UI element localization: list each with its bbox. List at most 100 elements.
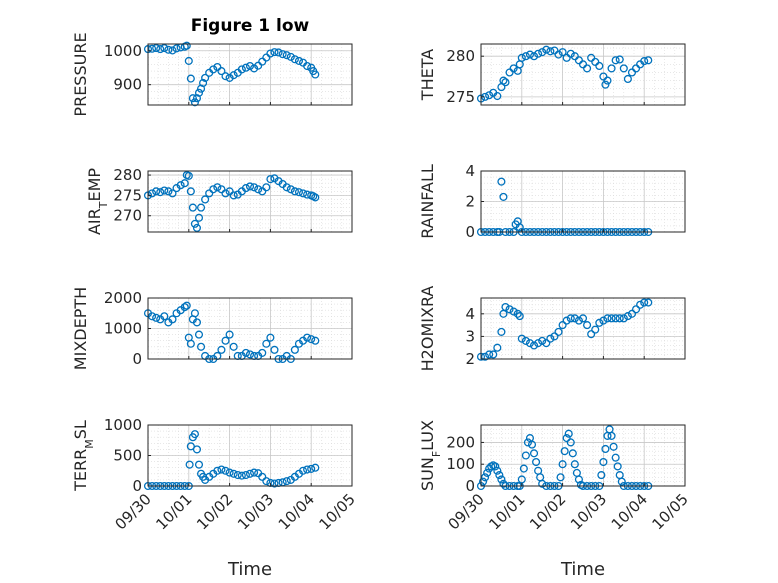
x-tick-label: 10/05 xyxy=(316,490,359,533)
data-point xyxy=(607,431,616,440)
subplot-theta: 275 280 THETA xyxy=(418,43,686,106)
data-point xyxy=(550,46,559,55)
data-point xyxy=(258,57,267,66)
data-point xyxy=(558,48,567,57)
data-point xyxy=(517,53,526,62)
x-tick-label: 10/01 xyxy=(485,490,528,533)
data-point xyxy=(148,44,157,53)
data-point xyxy=(542,339,551,348)
data-point xyxy=(229,469,238,478)
data-point xyxy=(303,465,312,474)
data-point xyxy=(213,466,222,475)
data-point xyxy=(558,460,567,469)
data-point xyxy=(636,300,645,309)
data-point xyxy=(311,193,320,202)
data-point xyxy=(160,186,169,195)
data-point xyxy=(603,314,612,323)
data-point xyxy=(182,41,191,50)
data-point xyxy=(481,352,490,361)
data-point xyxy=(550,332,559,341)
y-tick-label: 275 xyxy=(446,88,475,106)
data-point xyxy=(290,187,299,196)
data-point xyxy=(583,64,592,73)
y-axis-label: TERRMSL xyxy=(71,420,96,492)
data-point xyxy=(574,316,583,325)
data-point xyxy=(587,330,596,339)
data-point xyxy=(607,64,616,73)
data-point xyxy=(262,53,271,62)
data-point xyxy=(282,183,291,192)
data-point xyxy=(517,334,526,343)
data-point xyxy=(485,91,494,100)
data-point xyxy=(631,305,641,314)
data-point xyxy=(294,56,304,65)
y-axis-label: RAINFALL xyxy=(418,164,437,239)
data-point xyxy=(221,336,230,345)
data-point xyxy=(245,469,255,478)
axes-box xyxy=(480,424,686,487)
y-tick-label: 100 xyxy=(446,455,475,473)
y-tick-label: 270 xyxy=(113,207,142,225)
x-tick-label: 10/01 xyxy=(152,490,195,533)
data-point xyxy=(250,468,259,477)
data-point xyxy=(152,44,161,53)
y-tick-label: 0 xyxy=(132,350,142,368)
data-point xyxy=(534,339,543,348)
y-tick-label: 4 xyxy=(465,305,475,323)
data-point xyxy=(190,98,199,107)
data-point xyxy=(525,339,535,348)
x-tick-label: 10/03 xyxy=(567,490,610,533)
y-axis-label: H2OMIXRA xyxy=(418,286,437,372)
data-point xyxy=(611,314,620,323)
data-point xyxy=(619,314,628,323)
data-point xyxy=(233,470,242,480)
data-point xyxy=(245,350,255,359)
data-point xyxy=(245,182,255,191)
data-point xyxy=(521,336,530,345)
data-point xyxy=(556,473,565,482)
data-point xyxy=(566,49,575,58)
data-point xyxy=(254,185,263,194)
data-point xyxy=(538,479,547,488)
x-tick-label: 10/02 xyxy=(193,490,236,533)
data-point xyxy=(164,45,173,54)
x-tick-label: 10/03 xyxy=(234,490,277,533)
data-point xyxy=(564,429,573,438)
data-point xyxy=(209,65,218,74)
data-point xyxy=(156,188,165,197)
data-point xyxy=(221,466,230,475)
data-point xyxy=(221,72,230,81)
data-point xyxy=(290,345,299,354)
data-point xyxy=(176,181,185,190)
data-point xyxy=(294,188,304,197)
data-point xyxy=(538,336,547,345)
data-point xyxy=(627,309,637,318)
data-point xyxy=(570,460,579,469)
data-point xyxy=(521,52,530,61)
axes-box xyxy=(147,170,353,233)
data-point xyxy=(570,52,579,61)
y-tick-label: 275 xyxy=(113,186,142,204)
data-point xyxy=(562,53,571,62)
data-point xyxy=(152,313,161,322)
data-point xyxy=(262,339,271,348)
data-point xyxy=(591,57,600,66)
data-point xyxy=(185,460,194,469)
data-point xyxy=(199,78,208,88)
data-point xyxy=(188,94,197,103)
data-point xyxy=(258,348,267,357)
data-point xyxy=(192,94,202,103)
data-point xyxy=(168,46,177,55)
data-point xyxy=(160,44,169,53)
x-tick-label: 09/30 xyxy=(112,490,155,533)
data-point xyxy=(644,56,653,65)
data-point xyxy=(595,318,604,327)
data-point xyxy=(270,48,279,57)
data-point xyxy=(568,449,577,458)
data-point xyxy=(245,61,255,71)
data-point xyxy=(196,203,206,212)
data-point xyxy=(205,189,214,198)
data-point xyxy=(623,312,632,321)
data-point xyxy=(180,303,189,312)
data-point xyxy=(591,325,600,334)
